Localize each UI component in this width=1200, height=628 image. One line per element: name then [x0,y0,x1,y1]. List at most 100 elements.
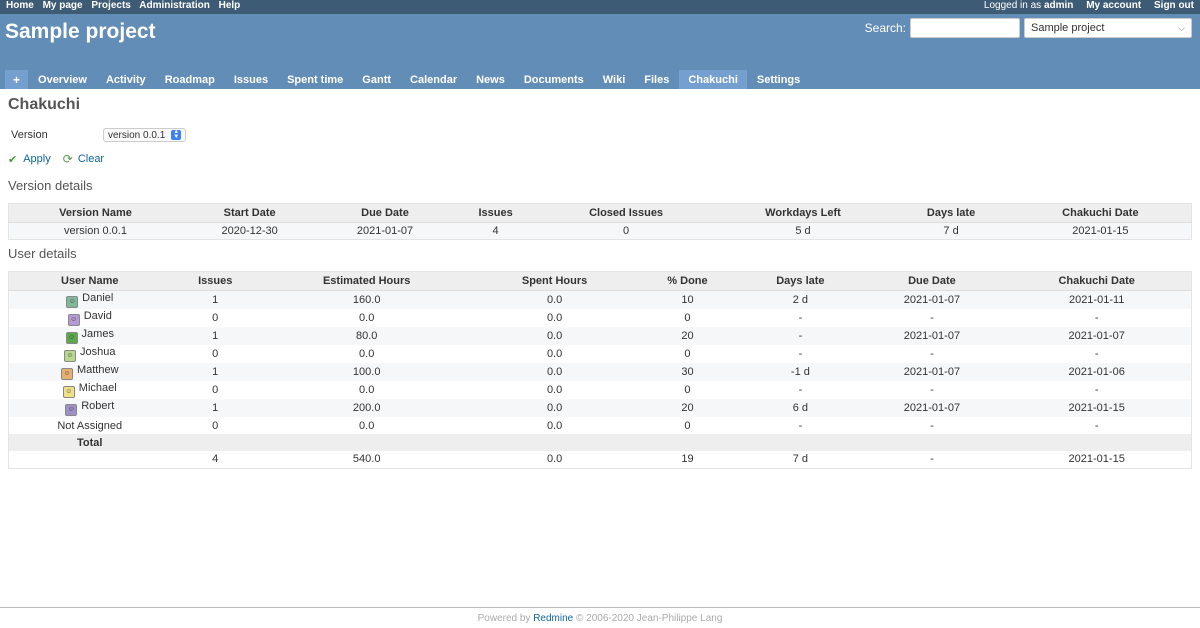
my-account-link[interactable]: My account [1086,0,1142,11]
logged-in-as: Logged in as admin [984,0,1074,11]
avatar-icon: ☺ [67,314,80,326]
top-menu-projects[interactable]: Projects [91,0,131,11]
table-row: ☺ Joshua 0 0.0 0.0 0 - - - [9,345,1192,363]
table-cell: 0.0 [473,363,636,381]
clear-button[interactable]: ⟳ Clear [63,152,104,166]
table-cell: 0.0 [546,312,563,324]
top-menu-administration[interactable]: Administration [139,0,210,11]
table-cell: 6 d [739,399,862,417]
sign-out-link[interactable]: Sign out [1154,0,1194,11]
table-cell: 200.0 [259,399,474,417]
table-cell [739,434,862,451]
new-object-button[interactable]: + [5,70,29,89]
tab-settings[interactable]: Settings [756,74,801,86]
footer-prefix: Powered by [477,613,531,624]
top-menu-help[interactable]: Help [218,0,241,11]
total-cell: 2021-01-15 [1068,453,1125,466]
tab-issues[interactable]: Issues [233,74,269,86]
redmine-link[interactable]: Redmine [533,613,574,624]
user-name-cell: ☺ Matthew [8,363,171,381]
table-cell [170,434,260,451]
table-cell: 2021-01-11 [1002,290,1192,309]
table-cell: 0.0 [359,384,375,396]
tab-activity[interactable]: Activity [105,74,146,86]
total-cell: 4 [212,453,219,466]
header: Sample project Search: Sample project ⌵ … [0,14,1200,89]
tab-overview[interactable]: Overview [38,74,87,86]
table-cell: 2021-01-07 [861,363,1003,381]
user-name[interactable]: Michael [78,382,117,394]
logged-in-user[interactable]: admin [1043,0,1074,11]
user-details-heading: User details [8,246,77,261]
filter-actions: ✔ Apply ⟳ Clear [8,152,1192,166]
column-header: Start Date [181,203,318,223]
table-cell: - [739,327,862,345]
table-cell: 2021-01-07 [317,222,453,240]
avatar-icon: ☺ [64,350,76,362]
table-cell: 0.0 [546,419,563,432]
table-cell [861,434,1003,451]
table-cell: 160.0 [259,290,474,309]
table-cell: 0 [212,419,219,432]
table-cell: 20 [635,327,740,345]
project-jump-select[interactable]: Sample project ⌵ [1024,18,1192,38]
updown-icon: ▲ ▼ [171,129,182,140]
user-name[interactable]: Robert [81,400,115,412]
table-cell: 2021-01-07 [861,290,1003,309]
user-details-table: User Name Issues Estimated Hours Spent H… [8,271,1192,469]
table-row: Not Assigned 0 0.0 0.0 0 - - - [9,417,1192,434]
top-menu-home[interactable]: Home [6,0,34,11]
user-name-cell: ☺ Joshua [9,345,171,363]
tab-files[interactable]: Files [644,74,670,86]
table-cell: 2021-01-07 [1002,327,1192,345]
search-input[interactable] [910,18,1020,38]
table-cell: - [930,348,934,360]
table-cell: 1 [170,327,260,345]
table-cell: - [1094,384,1099,396]
table-cell: - [930,419,934,432]
table-cell: 0 [212,348,219,360]
table-cell: - [798,419,803,432]
table-cell: 2 d [739,290,862,309]
tab-documents[interactable]: Documents [523,74,584,86]
user-details-header-row: User Name Issues Estimated Hours Spent H… [8,271,1192,291]
table-cell: 100.0 [259,363,474,381]
tab-roadmap[interactable]: Roadmap [164,74,215,86]
tab-spent-time[interactable]: Spent time [287,74,344,86]
table-cell: 4 [452,222,539,240]
version-select[interactable]: version 0.0.1 ▲ ▼ [103,128,187,142]
column-header: Issues [452,203,539,223]
table-cell: 5 d [713,222,893,240]
search-label: Search: [864,21,906,35]
column-header: % Done [635,271,740,291]
user-name[interactable]: Daniel [82,292,114,304]
tab-news[interactable]: News [476,74,505,86]
user-name-cell: ☺ Robert [8,399,171,417]
table-cell: 0 [684,384,691,396]
top-menu-my-page[interactable]: My page [42,0,83,11]
user-name-cell: ☺ Michael [9,381,171,399]
tab-wiki[interactable]: Wiki [602,74,626,86]
avatar-icon: ☺ [65,404,78,416]
user-name[interactable]: Joshua [80,346,116,358]
main-menu: + Overview Activity Roadmap Issues Spent… [5,70,810,89]
table-cell: 1 [170,363,260,381]
column-header: Issues [170,271,260,291]
tab-calendar[interactable]: Calendar [410,74,458,86]
table-cell [259,434,474,451]
user-name[interactable]: David [83,310,112,322]
top-menu-right: Logged in as admin My account Sign out [984,0,1194,14]
tab-gantt[interactable]: Gantt [362,74,392,86]
table-cell: 10 [635,290,740,309]
user-name[interactable]: Matthew [76,364,119,376]
total-label: Total [8,434,171,451]
user-name-cell: ☺ David [9,309,171,327]
table-cell: - [798,348,803,360]
tab-chakuchi[interactable]: Chakuchi [679,70,747,89]
table-row: ☺ David 0 0.0 0.0 0 - - - [9,309,1192,327]
user-name[interactable]: James [81,328,114,340]
table-cell: - [930,384,934,396]
table-cell: 0 [212,312,219,324]
table-cell: 0.0 [359,348,375,360]
apply-button[interactable]: ✔ Apply [8,152,51,166]
